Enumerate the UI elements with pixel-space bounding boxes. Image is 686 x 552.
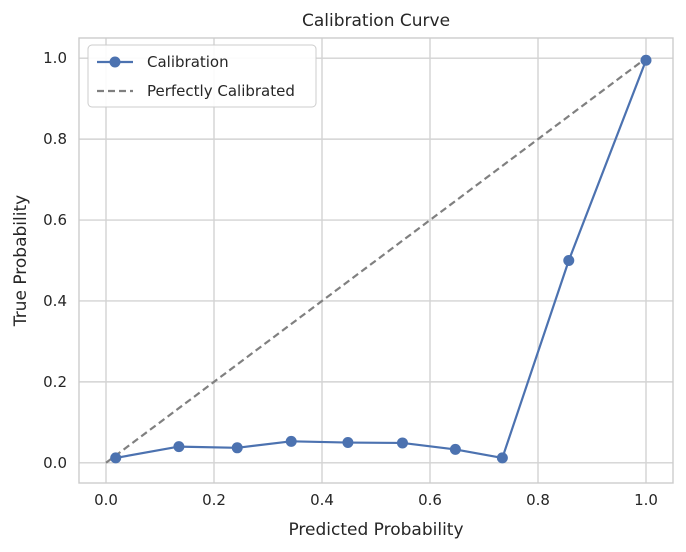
x-axis-label: Predicted Probability: [288, 520, 463, 540]
series-layer: [105, 54, 652, 464]
x-tick-label: 0.6: [418, 491, 442, 509]
data-point: [640, 54, 652, 66]
legend-marker: [109, 56, 121, 68]
data-point: [231, 442, 243, 454]
data-point: [396, 437, 408, 449]
data-point: [496, 452, 508, 464]
x-tick-label: 0.8: [526, 491, 550, 509]
series-line: [105, 57, 647, 464]
series-line: [115, 59, 648, 460]
y-tick-label: 0.8: [43, 130, 67, 148]
y-tick-label: 0.0: [43, 454, 67, 472]
tick-labels: 0.0 0.2 0.4 0.6 0.8 1.0 0.0 0.2 0.4 0.6 0.8 1.0: [43, 49, 658, 509]
data-point: [563, 255, 575, 266]
y-tick-label: 0.4: [43, 292, 67, 310]
y-tick-label: 0.2: [43, 373, 67, 391]
legend: Calibration Perfectly Calibrated: [87, 44, 317, 108]
x-tick-label: 0.0: [94, 491, 118, 509]
data-point: [285, 435, 297, 447]
data-point: [449, 443, 461, 455]
x-tick-label: 1.0: [634, 491, 658, 509]
data-point: [110, 452, 122, 464]
x-tick-label: 0.2: [202, 491, 226, 509]
y-axis-label: True Probability: [11, 195, 31, 327]
data-point: [173, 441, 185, 453]
legend-label: Calibration: [147, 53, 229, 71]
y-tick-label: 0.6: [43, 211, 67, 229]
legend-label: Perfectly Calibrated: [147, 82, 295, 100]
data-point: [342, 437, 354, 449]
chart-title: Calibration Curve: [302, 11, 450, 31]
legend-box: [87, 44, 317, 108]
y-tick-label: 1.0: [43, 49, 67, 67]
plot-frame: [78, 37, 674, 484]
x-tick-label: 0.4: [310, 491, 334, 509]
